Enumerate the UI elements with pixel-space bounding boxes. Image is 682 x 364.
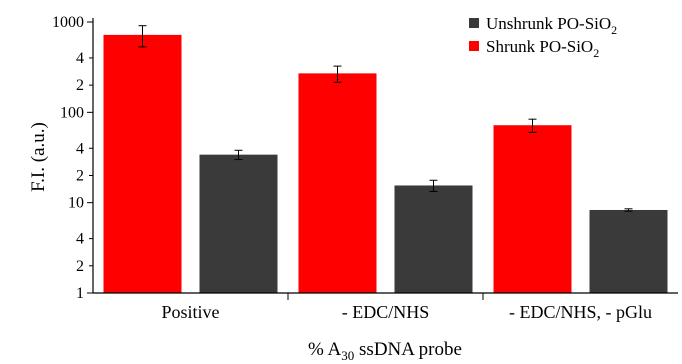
bar-shrunk-2 <box>493 125 572 293</box>
legend-label-shrunk: Shrunk PO-SiO2 <box>486 37 599 60</box>
x-category-label-1: - EDC/NHS <box>342 302 430 322</box>
x-category-label-0: Positive <box>161 302 219 322</box>
x-axis-title: % A30 ssDNA probe <box>308 339 462 363</box>
x-categories-layer: Positive - EDC/NHS - EDC/NHS, - pGlu <box>161 302 652 322</box>
y-tick-label-2: 4 <box>76 231 84 248</box>
legend: Unshrunk PO-SiO2 Shrunk PO-SiO2 <box>469 14 617 60</box>
y-tick-label-4: 2 <box>76 167 84 184</box>
bars-layer <box>103 34 668 293</box>
error-bars-layer <box>138 25 633 212</box>
y-tick-label-6: 100 <box>60 104 84 121</box>
y-tick-label-7: 2 <box>76 77 84 94</box>
axes-layer <box>92 18 678 300</box>
y-tick-label-9: 1000 <box>52 14 84 31</box>
y-tick-label-1: 2 <box>76 258 84 275</box>
bar-shrunk-1 <box>298 73 377 293</box>
y-tick-label-3: 10 <box>68 195 84 212</box>
y-tick-label-5: 4 <box>76 140 84 157</box>
bar-unshrunk-0 <box>199 154 278 293</box>
bar-unshrunk-1 <box>394 185 473 293</box>
y-ticks-layer: 1 2 4 10 2 4 100 2 4 1000 <box>52 14 93 302</box>
legend-label-unshrunk: Unshrunk PO-SiO2 <box>486 14 617 37</box>
x-category-label-2: - EDC/NHS, - pGlu <box>509 302 652 322</box>
bar-unshrunk-2 <box>589 209 668 293</box>
y-tick-label-0: 1 <box>76 285 84 302</box>
legend-swatch-shrunk <box>469 41 479 51</box>
legend-swatch-unshrunk <box>469 18 479 28</box>
y-axis-title: F.I. (a.u.) <box>28 122 49 192</box>
bar-shrunk-0 <box>103 34 182 293</box>
y-tick-label-8: 4 <box>76 50 84 67</box>
